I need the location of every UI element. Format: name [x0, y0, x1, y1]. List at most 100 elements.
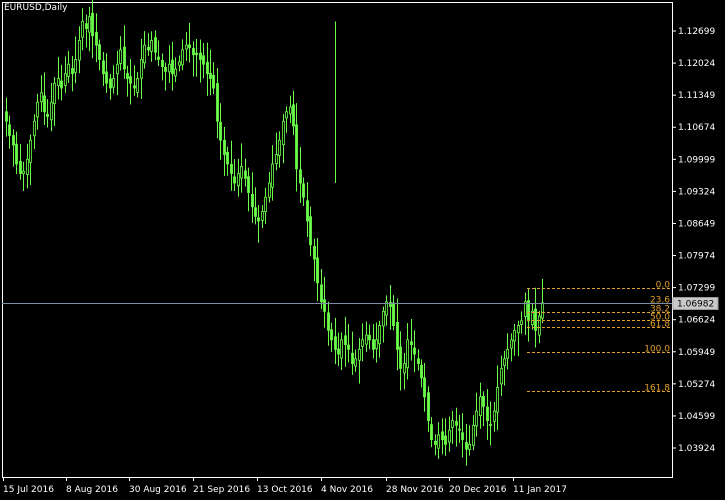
candle-bull [437, 434, 440, 449]
candle-bull [136, 78, 139, 93]
candle-bear [216, 83, 219, 122]
candle-bear [413, 347, 416, 355]
candle-bear [372, 339, 375, 350]
candle-bull [237, 173, 240, 187]
candle-bull [174, 68, 177, 77]
candle-bull [40, 92, 43, 103]
candle-bull [22, 170, 25, 174]
candle-bear [295, 124, 298, 170]
candle-bear [313, 246, 316, 260]
candle-bear [161, 59, 164, 67]
candle-bear [306, 200, 309, 222]
candle-bear [91, 12, 94, 37]
candle-bull [50, 101, 53, 121]
candle-bear [423, 377, 426, 398]
candle-bear [15, 143, 18, 165]
candle-bear [60, 80, 63, 89]
x-tick-label: 8 Aug 2016 [66, 485, 118, 495]
candle-bear [320, 284, 323, 303]
candle-bear [98, 44, 101, 60]
current-price-badge [672, 297, 719, 310]
candle-bear [12, 135, 15, 146]
candle-bear [461, 432, 464, 441]
candle-bull [116, 63, 119, 75]
candle-bear [299, 169, 302, 184]
candle-bear [188, 44, 191, 48]
candle-bull [88, 16, 91, 33]
candle-bear [8, 124, 11, 136]
candle-bull [361, 339, 364, 347]
candle-bear [302, 183, 305, 198]
candle-bull [33, 120, 36, 137]
candle-bear [195, 52, 198, 56]
candle-bull [375, 339, 378, 349]
candle-bull [524, 301, 527, 317]
candle-bull [354, 358, 357, 367]
candle-bear [46, 113, 49, 117]
candle-bull [365, 334, 368, 345]
candle-bear [309, 216, 312, 246]
candle-bear [219, 121, 222, 141]
x-tick-label: 30 Aug 2016 [129, 485, 187, 495]
y-tick-label: 1.12024 [678, 59, 715, 69]
y-tick-label: 1.06624 [678, 316, 715, 326]
candle-bear [233, 176, 236, 184]
candle-bull [506, 348, 509, 359]
current-price-label: 1.06982 [677, 300, 714, 310]
candle-bear [85, 23, 88, 29]
candle-bull [406, 339, 409, 369]
x-tick-label: 21 Sep 2016 [193, 485, 250, 495]
plot-frame [2, 2, 673, 478]
candle-bull [479, 396, 482, 417]
candle-bear [212, 74, 215, 89]
candle-bear [254, 207, 257, 217]
candle-bull [150, 40, 153, 52]
candle-bear [434, 440, 437, 445]
chart-title: EURUSD,Daily [4, 3, 68, 13]
candle-bull [475, 410, 478, 427]
candle-bear [105, 71, 108, 84]
candle-bear [95, 31, 98, 46]
candle-bear [351, 352, 354, 365]
candle-bear [392, 302, 395, 326]
y-tick-label: 1.05949 [678, 348, 715, 358]
candle-bull [538, 315, 541, 336]
candle-bear [420, 364, 423, 379]
candle-bear [489, 424, 492, 426]
candle-bull [64, 73, 67, 86]
fib-level-label: 23.6 [650, 296, 670, 306]
y-tick-label: 1.03924 [678, 444, 715, 454]
candle-bull [26, 158, 29, 175]
candle-bull [451, 420, 454, 428]
candle-bear [316, 257, 319, 284]
y-tick-label: 1.07974 [678, 252, 715, 262]
candle-bear [399, 346, 402, 369]
candle-bull [57, 78, 60, 87]
candle-bear [43, 95, 46, 113]
candle-bull [520, 320, 523, 325]
candle-bear [458, 428, 461, 431]
candle-bull [472, 424, 475, 446]
candle-bear [344, 335, 347, 345]
candle-bear [257, 217, 260, 222]
candle-bull [185, 44, 188, 50]
candle-bull [531, 310, 534, 326]
candle-bear [247, 176, 250, 193]
candle-bull [282, 120, 285, 146]
y-tick-label: 1.09999 [678, 155, 715, 165]
candle-bear [330, 329, 333, 341]
candle-bull [358, 348, 361, 361]
candle-bear [147, 46, 150, 51]
candle-bear [323, 299, 326, 312]
candle-bear [199, 52, 202, 60]
candle-bull [403, 363, 406, 374]
candle-bear [230, 163, 233, 174]
candle-bull [382, 310, 385, 327]
candle-bull [503, 358, 506, 366]
candle-bull [285, 111, 288, 119]
candle-bull [264, 196, 267, 213]
candle-bull [517, 325, 520, 334]
candle-bear [347, 344, 350, 350]
candle-bull [500, 367, 503, 385]
